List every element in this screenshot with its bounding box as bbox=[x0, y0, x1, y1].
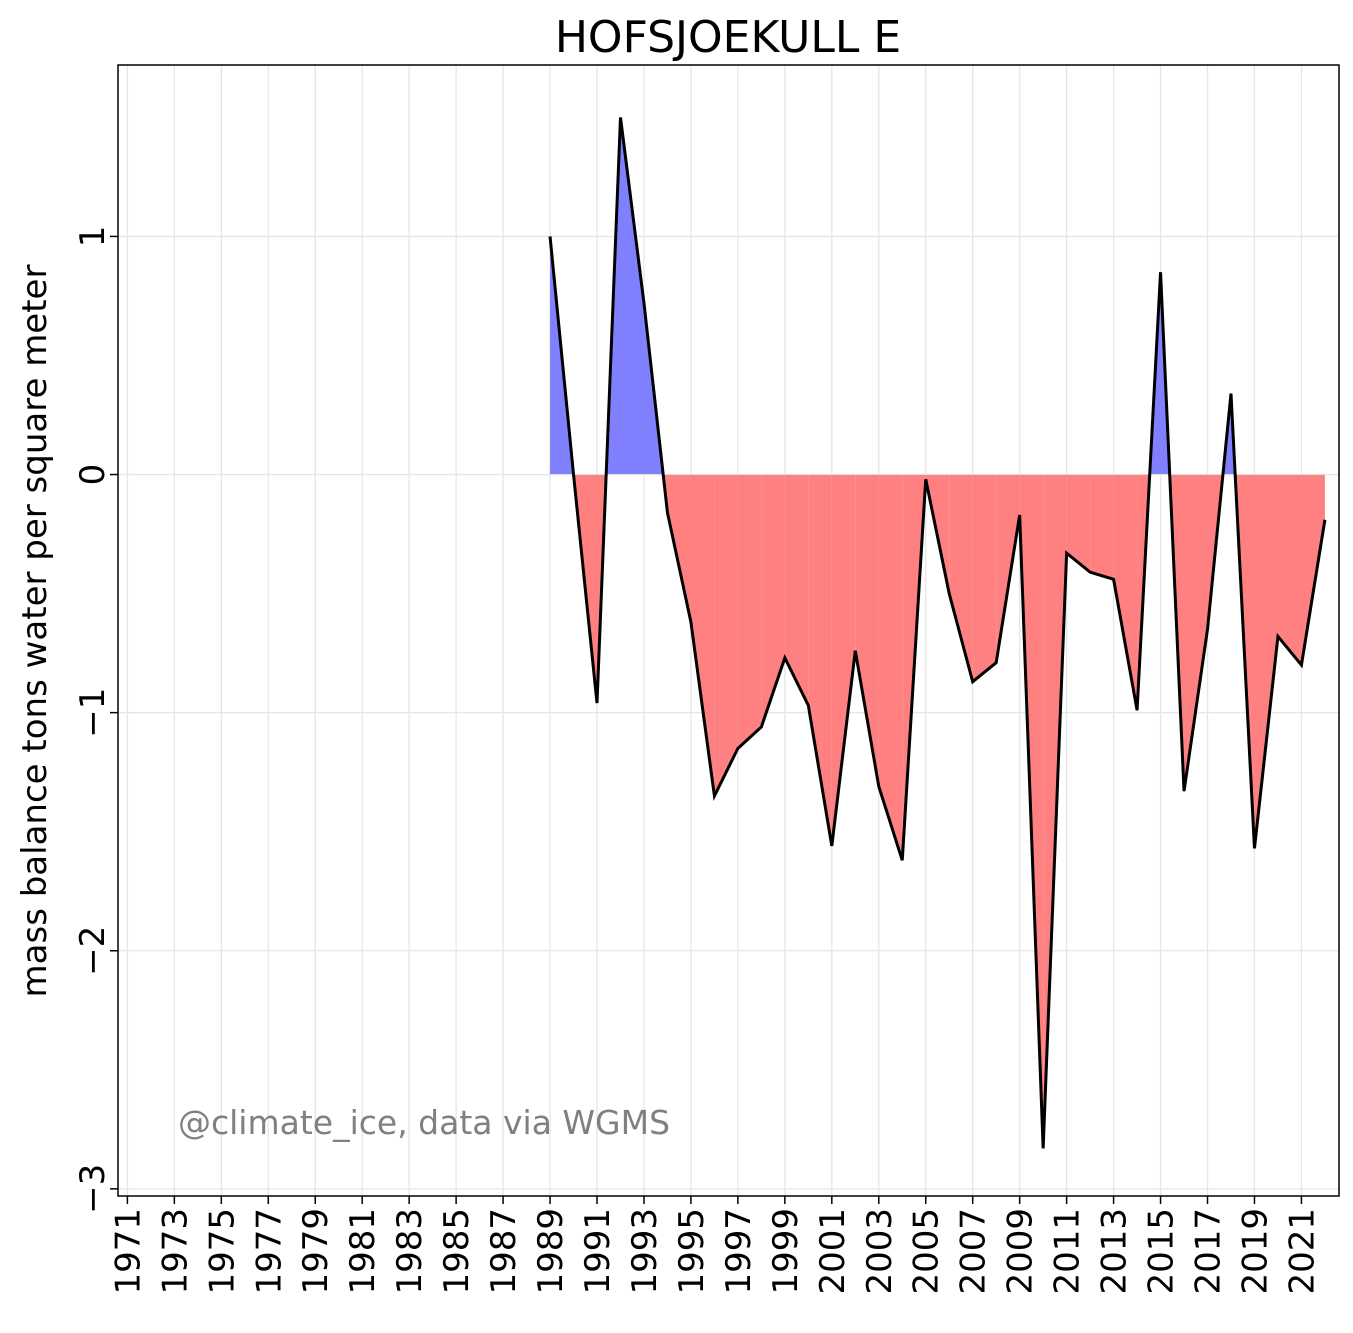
negative-fill bbox=[996, 474, 1020, 663]
x-tick-label: 2003 bbox=[860, 1208, 900, 1295]
y-axis: −3 −2 −1 0 1 bbox=[73, 226, 118, 1214]
x-tick-label: 1987 bbox=[484, 1208, 524, 1295]
x-tick-label: 1977 bbox=[249, 1208, 289, 1295]
x-tick-label: 1983 bbox=[390, 1208, 430, 1295]
y-tick-label: −3 bbox=[73, 1164, 113, 1214]
y-tick-label: −2 bbox=[73, 926, 113, 976]
negative-fill bbox=[1113, 474, 1138, 711]
x-tick-label: 2019 bbox=[1235, 1208, 1275, 1295]
x-tick-label: 2007 bbox=[954, 1208, 994, 1295]
negative-fill bbox=[784, 474, 809, 706]
x-tick-label: 1985 bbox=[437, 1208, 477, 1295]
chart-title: HOFSJOEKULL E bbox=[555, 12, 901, 63]
x-tick-label: 2005 bbox=[907, 1208, 947, 1295]
negative-fill bbox=[1066, 474, 1091, 573]
x-tick-label: 1971 bbox=[108, 1208, 148, 1295]
x-tick-label: 1999 bbox=[766, 1208, 806, 1295]
x-tick-label: 2011 bbox=[1048, 1208, 1088, 1295]
plot-frame bbox=[117, 64, 1340, 1197]
x-tick-label: 1979 bbox=[296, 1208, 336, 1295]
x-tick-label: 2013 bbox=[1095, 1208, 1135, 1295]
x-tick-label: 1991 bbox=[578, 1208, 618, 1295]
y-tick-label: 1 bbox=[73, 226, 113, 248]
y-tick-label: 0 bbox=[73, 464, 113, 486]
negative-fill bbox=[1090, 474, 1114, 580]
x-tick-label: 1993 bbox=[625, 1208, 665, 1295]
x-tick-label: 2017 bbox=[1189, 1208, 1229, 1295]
series-line-group bbox=[548, 117, 1327, 1149]
x-tick-label: 2001 bbox=[813, 1208, 853, 1295]
y-tick-label: −1 bbox=[73, 688, 113, 738]
series-line bbox=[548, 117, 1327, 1149]
x-tick-label: 1975 bbox=[202, 1208, 242, 1295]
x-axis: 1971 1973 1975 1977 1979 1981 1983 1985 1987 1989… bbox=[108, 1196, 1322, 1295]
x-tick-label: 2021 bbox=[1282, 1208, 1322, 1295]
negative-fill bbox=[878, 474, 903, 861]
x-tick-label: 1981 bbox=[343, 1208, 383, 1295]
negative-fill bbox=[831, 474, 856, 846]
negative-fill bbox=[949, 474, 973, 682]
x-tick-label: 1995 bbox=[672, 1208, 712, 1295]
negative-fill bbox=[808, 474, 832, 846]
x-tick-label: 1997 bbox=[719, 1208, 759, 1295]
x-tick-label: 2009 bbox=[1001, 1208, 1041, 1295]
negative-fill bbox=[737, 474, 762, 749]
positive-fill bbox=[620, 117, 644, 475]
negative-fill bbox=[1184, 474, 1208, 792]
negative-fill bbox=[972, 474, 997, 682]
y-axis-label: mass balance tons water per square meter bbox=[15, 265, 55, 998]
negative-fill bbox=[1277, 474, 1302, 666]
negative-fill bbox=[761, 474, 785, 727]
negative-fill bbox=[667, 474, 691, 623]
x-tick-label: 1989 bbox=[531, 1208, 571, 1295]
negative-fill bbox=[690, 474, 715, 796]
credit-annotation: @climate_ice, data via WGMS bbox=[178, 1103, 670, 1142]
fill-areas bbox=[550, 117, 1325, 1149]
negative-fill bbox=[1254, 474, 1278, 849]
negative-fill bbox=[714, 474, 738, 796]
negative-fill bbox=[1301, 474, 1325, 666]
x-tick-label: 2015 bbox=[1142, 1208, 1182, 1295]
x-tick-label: 1973 bbox=[155, 1208, 195, 1295]
negative-fill bbox=[855, 474, 879, 787]
